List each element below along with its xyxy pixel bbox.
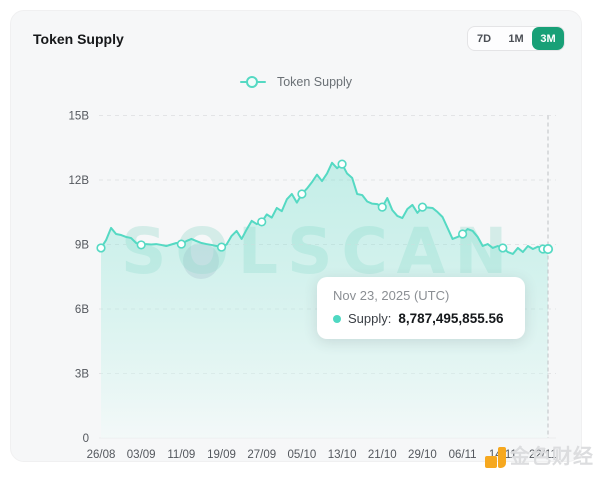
x-axis-label-26-08: 26/08 xyxy=(87,449,116,461)
x-axis-label-27-09: 27/09 xyxy=(247,449,276,461)
data-point-marker[interactable] xyxy=(297,189,307,199)
tooltip-series-label: Supply: xyxy=(348,311,392,326)
tooltip-date: Nov 23, 2025 (UTC) xyxy=(333,288,450,303)
hovered-data-point-marker[interactable] xyxy=(542,243,554,255)
range-button-7d[interactable]: 7D xyxy=(468,27,500,50)
range-button-3m[interactable]: 3M xyxy=(532,27,564,50)
y-axis-label-0: 0 xyxy=(83,433,89,445)
data-point-marker[interactable] xyxy=(377,202,387,212)
data-point-marker[interactable] xyxy=(337,159,347,169)
jinse-finance-watermark: 金色财经 xyxy=(485,447,594,468)
data-point-marker[interactable] xyxy=(498,243,508,253)
x-axis-label-03-09: 03/09 xyxy=(127,449,156,461)
y-axis-label-12B: 12B xyxy=(69,175,90,187)
y-axis-label-6B: 6B xyxy=(75,304,89,316)
y-axis-label-15B: 15B xyxy=(69,111,90,123)
jinse-brand-text: 金色财经 xyxy=(510,446,594,468)
data-point-marker[interactable] xyxy=(216,242,227,252)
jinse-logo-icon xyxy=(485,447,506,468)
x-axis-label-19-09: 19/09 xyxy=(207,449,236,461)
data-point-marker[interactable] xyxy=(96,243,106,253)
chart-legend[interactable]: Token Supply xyxy=(11,75,581,89)
jinse-logo-block xyxy=(485,456,497,468)
range-button-1m[interactable]: 1M xyxy=(500,27,532,50)
x-axis-label-29-10: 29/10 xyxy=(408,449,437,461)
x-axis-label-13-10: 13/10 xyxy=(328,449,357,461)
data-point-marker[interactable] xyxy=(257,217,267,227)
supply-line xyxy=(100,161,549,255)
card-title: Token Supply xyxy=(33,31,124,47)
data-point-marker[interactable] xyxy=(136,240,146,250)
time-range-selector: 7D 1M 3M xyxy=(467,26,565,51)
y-axis-label-3B: 3B xyxy=(75,369,89,381)
data-point-marker[interactable] xyxy=(176,239,186,249)
tooltip-series-dot-icon xyxy=(333,314,341,323)
legend-label: Token Supply xyxy=(276,75,353,89)
y-axis-label-9B: 9B xyxy=(75,240,89,252)
data-point-marker[interactable] xyxy=(417,202,428,212)
legend-line-marker-icon xyxy=(239,76,266,88)
x-axis-label-05-10: 05/10 xyxy=(288,449,317,461)
x-axis-label-21-10: 21/10 xyxy=(368,449,397,461)
x-axis-label-22-11: 22/11 xyxy=(529,449,557,461)
legend-dot-icon xyxy=(245,76,258,88)
x-axis-label-11-09: 11/09 xyxy=(167,449,195,461)
tooltip-value: 8,787,495,855.56 xyxy=(398,311,504,326)
chart-tooltip: Nov 23, 2025 (UTC) Supply: 8,787,495,855… xyxy=(317,277,525,339)
jinse-logo-bar xyxy=(498,447,506,468)
x-axis-label-06-11: 06/11 xyxy=(449,449,477,461)
data-point-marker[interactable] xyxy=(458,229,468,239)
